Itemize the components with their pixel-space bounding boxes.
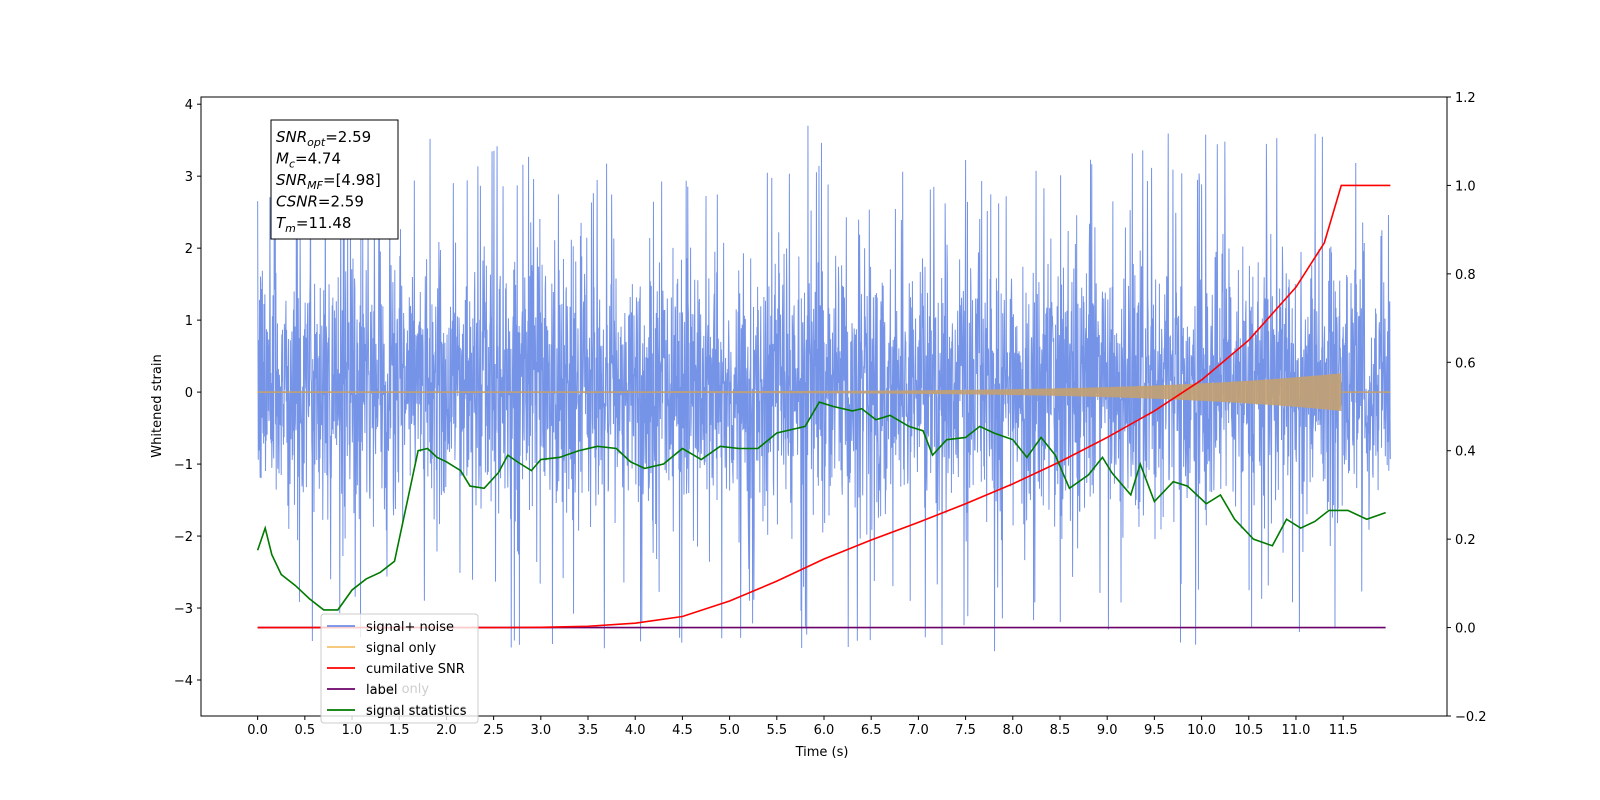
x-tick-label-22: 11.0 <box>1281 723 1310 738</box>
x-tick-label-19: 9.5 <box>1144 723 1165 738</box>
x-tick-label-8: 4.0 <box>625 723 646 738</box>
x-tick-label-21: 10.5 <box>1234 723 1263 738</box>
x-tick-label-9: 4.5 <box>672 723 693 738</box>
x-tick-label-1: 0.5 <box>294 723 315 738</box>
series-layer <box>256 125 1391 652</box>
x-axis-label: Time (s) <box>795 745 849 760</box>
y-left-tick-label-6: −2 <box>174 530 193 545</box>
info-row-0: SNRopt=2.59 <box>276 128 371 149</box>
y-right-tick-label-3: 0.6 <box>1455 356 1476 371</box>
y-axis-label: Whitened strain <box>150 354 165 457</box>
x-tick-label-14: 7.0 <box>908 723 929 738</box>
y-left-tick-label-3: 1 <box>185 314 193 329</box>
legend-label-4: signal statistics <box>366 704 467 719</box>
axes-layer: 0.0 0.5 1.0 1.5 2.0 2.5 3.0 3.5 4.0 4.5 5.0 5.5 6.0 6… <box>174 91 1487 738</box>
info-box-frame <box>270 119 399 240</box>
y-right-tick-label-7: −0.2 <box>1455 710 1487 725</box>
legend-label-0: signal+ noise <box>366 620 454 635</box>
y-right-tick-label-0: 1.2 <box>1455 91 1476 106</box>
x-tick-label-23: 11.5 <box>1329 723 1358 738</box>
y-left-tick-label-7: −3 <box>174 602 193 617</box>
x-tick-label-16: 8.0 <box>1002 723 1023 738</box>
x-tick-label-0: 0.0 <box>247 723 268 738</box>
y-left-tick-label-5: −1 <box>174 458 193 473</box>
x-tick-label-15: 7.5 <box>955 723 976 738</box>
y-right-tick-label-6: 0.0 <box>1455 622 1476 637</box>
x-tick-label-17: 8.5 <box>1050 723 1071 738</box>
y-left-tick-label-2: 2 <box>185 242 193 257</box>
y-left-tick-label-8: −4 <box>174 674 193 689</box>
info-row-3: CSNR=2.59 <box>276 193 364 211</box>
x-tick-label-6: 3.0 <box>530 723 551 738</box>
y-left-tick-label-4: 0 <box>185 386 193 401</box>
x-tick-label-18: 9.0 <box>1097 723 1118 738</box>
x-tick-label-4: 2.0 <box>436 723 457 738</box>
x-tick-label-12: 6.0 <box>814 723 835 738</box>
series-signal-statistics <box>256 401 1386 611</box>
x-tick-label-5: 2.5 <box>483 723 504 738</box>
x-tick-label-13: 6.5 <box>861 723 882 738</box>
info-row-1: Mc=4.74 <box>276 150 341 171</box>
legend-label-2: cumilative SNR <box>366 662 465 677</box>
legend: label onlysignal statisticssignal+ noise… <box>320 613 479 724</box>
y-right-tick-label-5: 0.2 <box>1455 533 1476 548</box>
info-row-2: SNRMF=[4.98] <box>276 171 381 192</box>
series-signal-only <box>257 373 1342 411</box>
x-tick-label-2: 1.0 <box>342 723 363 738</box>
x-tick-label-7: 3.5 <box>578 723 599 738</box>
legend-frame <box>320 613 479 724</box>
x-tick-label-10: 5.0 <box>719 723 740 738</box>
info-row-4: Tm=11.48 <box>276 214 351 235</box>
x-tick-label-3: 1.5 <box>389 723 410 738</box>
y-right-tick-label-2: 0.8 <box>1455 268 1476 283</box>
x-tick-label-20: 10.0 <box>1187 723 1216 738</box>
y-left-tick-label-1: 3 <box>185 170 193 185</box>
legend-label-3: label <box>366 683 397 698</box>
series-cumulative-snr <box>257 184 1391 629</box>
y-left-tick-label-0: 4 <box>185 98 193 113</box>
y-right-tick-label-1: 1.0 <box>1455 179 1476 194</box>
y-right-tick-label-4: 0.4 <box>1455 445 1476 460</box>
series-signal-noise <box>257 125 1391 652</box>
x-tick-label-11: 5.5 <box>766 723 787 738</box>
legend-label-1: signal only <box>366 641 436 656</box>
